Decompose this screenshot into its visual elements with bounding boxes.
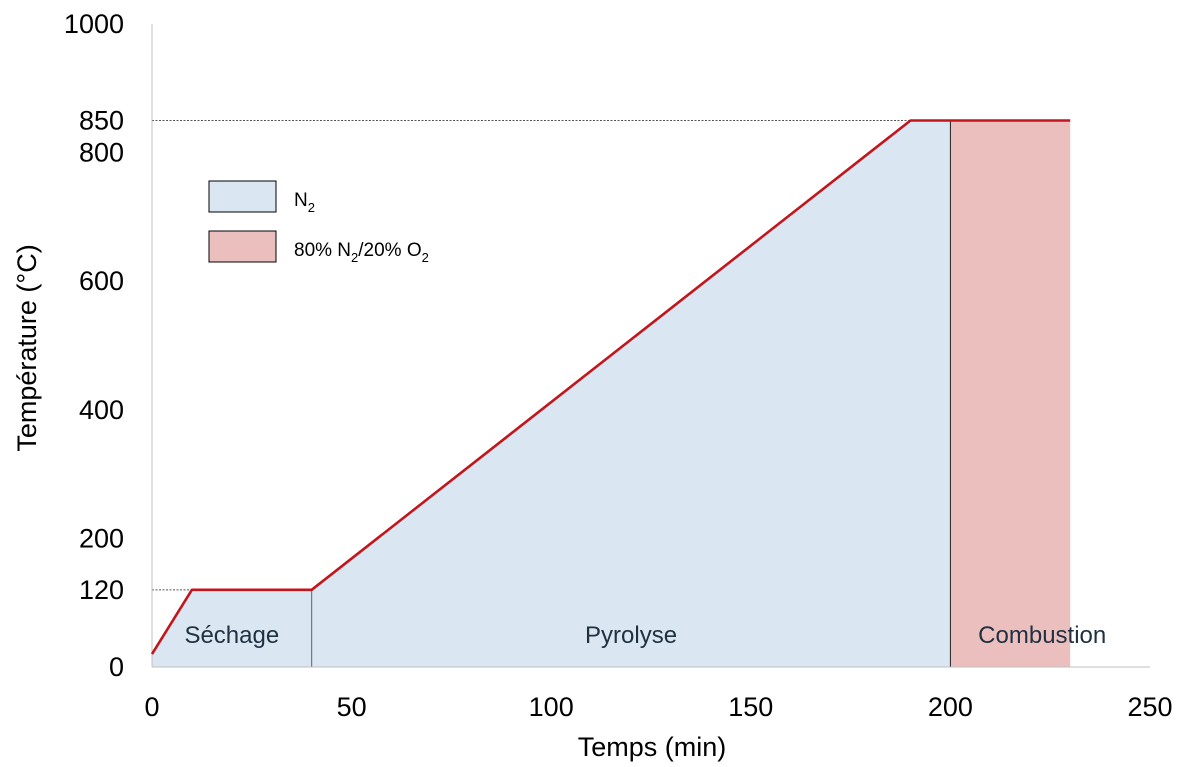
region-area-pyrolyse — [311, 120, 951, 667]
legend-label-n2-o2: 80% N2/20% O2 — [294, 240, 429, 265]
axes — [151, 24, 1150, 668]
legend-swatch-n2-o2 — [208, 230, 277, 263]
y-tick-label-400: 400 — [79, 395, 124, 425]
reference-lines — [152, 119, 911, 591]
region-labels: Séchage Pyrolyse Combustion — [184, 622, 1106, 649]
x-tick-label-250: 250 — [1127, 692, 1172, 722]
temperature-series — [150, 119, 1071, 655]
x-tick-label-150: 150 — [728, 692, 773, 722]
x-tick-labels: 0 50 100 150 200 250 — [144, 692, 1172, 722]
x-tick-label-200: 200 — [928, 692, 973, 722]
y-tick-label-600: 600 — [79, 266, 124, 296]
y-tick-label-800: 800 — [79, 138, 124, 168]
legend-label-n2: N2 — [294, 190, 315, 215]
y-axis-title: Température (°C) — [12, 244, 42, 451]
x-tick-label-50: 50 — [337, 692, 367, 722]
y-tick-label-200: 200 — [79, 523, 124, 553]
region-area-sechage — [152, 589, 312, 667]
plot-regions — [152, 120, 1071, 667]
y-tick-label-0: 0 — [109, 652, 124, 682]
legend-swatch-n2 — [208, 180, 277, 213]
temperature-line — [150, 119, 1071, 655]
x-axis-title: Temps (min) — [578, 732, 727, 762]
y-tick-label-850: 850 — [79, 105, 124, 135]
region-label-combustion: Combustion — [978, 622, 1106, 649]
legend: N2 80% N2/20% O2 — [208, 180, 429, 265]
y-tick-label-1000: 1000 — [64, 9, 124, 39]
x-tick-label-100: 100 — [529, 692, 574, 722]
x-tick-label-0: 0 — [144, 692, 159, 722]
region-label-pyrolyse: Pyrolyse — [585, 622, 677, 649]
region-area-combustion — [950, 120, 1071, 667]
y-tick-label-120: 120 — [79, 575, 124, 605]
region-label-sechage: Séchage — [184, 622, 279, 649]
region-dividers — [311, 120, 951, 667]
